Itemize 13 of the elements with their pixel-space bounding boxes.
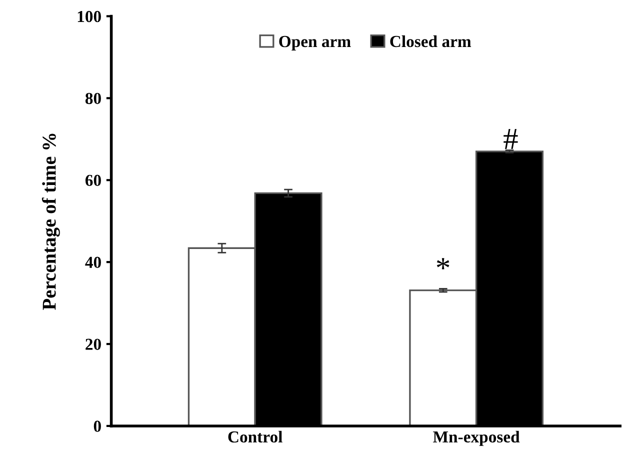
y-tick-label: 20 (86, 338, 101, 350)
annotation: # (504, 129, 518, 150)
legend-label: Closed arm (390, 35, 472, 48)
x-tick-label: Mn-exposed (433, 430, 520, 446)
y-tick-label: 0 (94, 420, 101, 432)
y-tick-label: 80 (85, 92, 101, 104)
y-axis-title: Percentage of time % (42, 134, 60, 310)
legend-label: Open arm (279, 36, 351, 51)
y-tick-label: 40 (85, 256, 101, 268)
y-tick-label: 100 (78, 10, 101, 22)
annotation: * (436, 258, 450, 270)
x-tick-label: Control (228, 430, 282, 443)
y-tick-label: 60 (85, 174, 101, 186)
